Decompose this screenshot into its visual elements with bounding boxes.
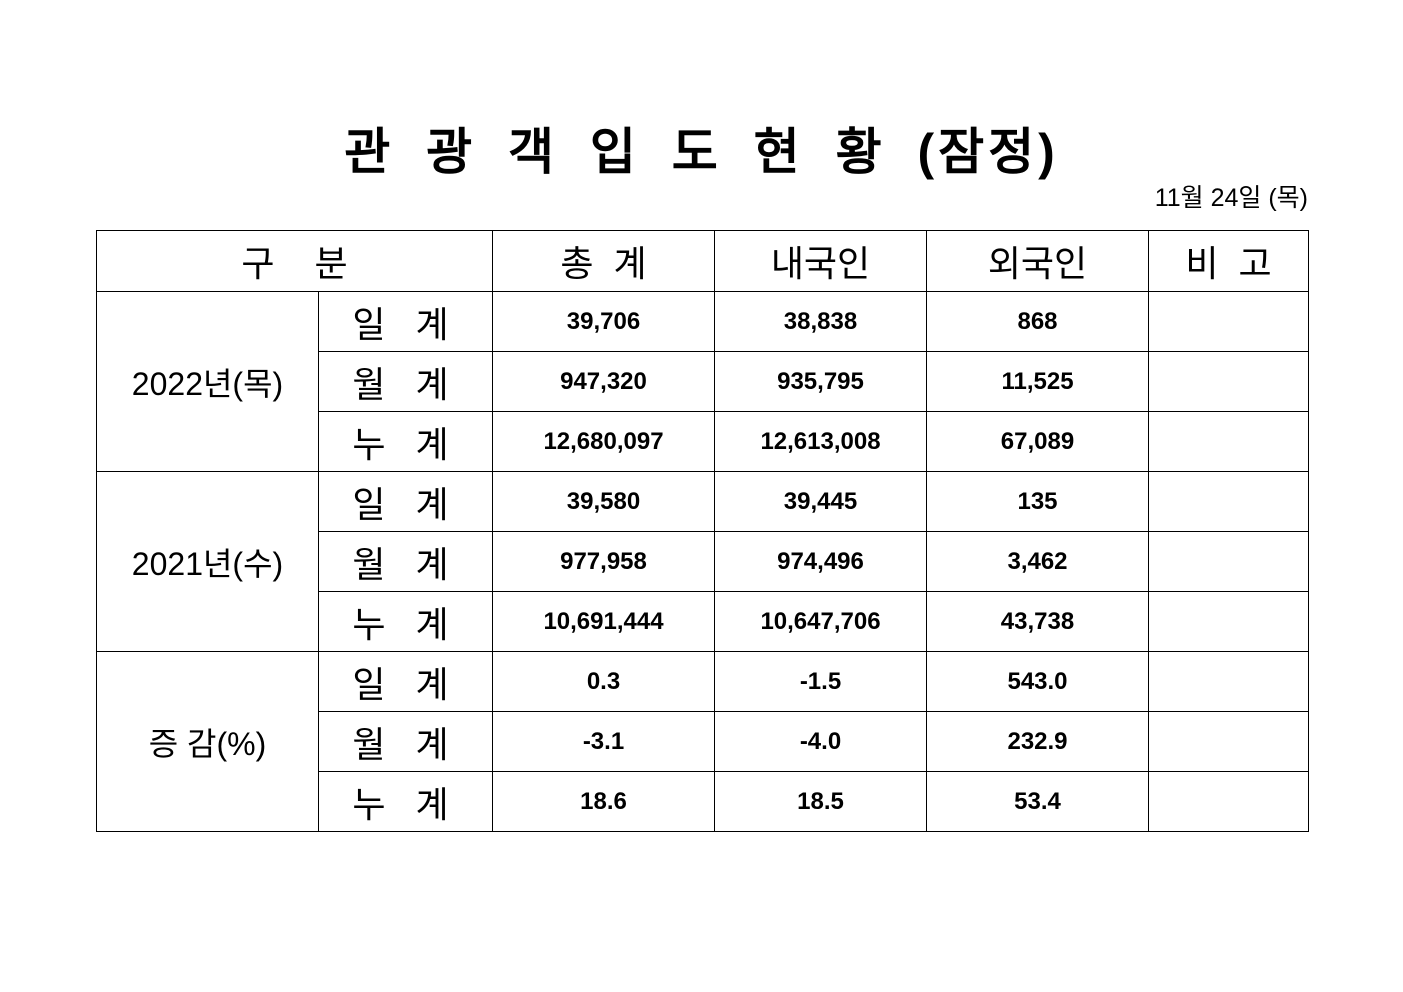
total-cell: 18.6 xyxy=(492,771,715,832)
period-label: 월 계 xyxy=(318,531,493,592)
foreign-cell: 11,525 xyxy=(926,351,1149,412)
header-category: 구 분 xyxy=(96,230,493,292)
period-label: 월 계 xyxy=(318,351,493,412)
table-row: 증 감(%) 일 계 0.3 -1.5 543.0 xyxy=(96,651,1309,832)
note-cell xyxy=(1148,531,1309,592)
note-cell xyxy=(1148,771,1309,832)
note-cell xyxy=(1148,351,1309,412)
foreign-cell: 53.4 xyxy=(926,771,1149,832)
group-label: 증 감(%) xyxy=(96,651,319,832)
report-date: 11월 24일 (목) xyxy=(1154,184,1308,212)
group-label: 2022년(목) xyxy=(96,291,319,472)
note-cell xyxy=(1148,591,1309,652)
domestic-cell: 935,795 xyxy=(714,351,927,412)
domestic-cell: 974,496 xyxy=(714,531,927,592)
table-row: 누 계 10,691,444 10,647,706 43,738 xyxy=(97,591,1309,652)
page-title: 관 광 객 입 도 현 황 (잠정) xyxy=(344,124,1059,180)
note-cell xyxy=(1148,651,1309,712)
period-label: 누 계 xyxy=(318,411,493,472)
period-label: 일 계 xyxy=(318,651,493,712)
header-row: 구 분 총 계 내국인 외국인 비 고 xyxy=(96,230,1309,292)
total-cell: 39,706 xyxy=(492,291,715,352)
period-label: 일 계 xyxy=(318,471,493,532)
total-cell: -3.1 xyxy=(492,711,715,772)
domestic-cell: 12,613,008 xyxy=(714,411,927,472)
table-row: 누 계 18.6 18.5 53.4 xyxy=(97,771,1309,832)
header-note: 비 고 xyxy=(1148,230,1309,292)
header-foreign: 외국인 xyxy=(926,230,1149,292)
total-cell: 0.3 xyxy=(492,651,715,712)
domestic-cell: -1.5 xyxy=(714,651,927,712)
header-domestic: 내국인 xyxy=(714,230,927,292)
note-cell xyxy=(1148,411,1309,472)
total-cell: 12,680,097 xyxy=(492,411,715,472)
period-label: 월 계 xyxy=(318,711,493,772)
domestic-cell: 10,647,706 xyxy=(714,591,927,652)
foreign-cell: 3,462 xyxy=(926,531,1149,592)
domestic-cell: -4.0 xyxy=(714,711,927,772)
total-cell: 947,320 xyxy=(492,351,715,412)
table-row: 2022년(목) 일 계 39,706 38,838 868 xyxy=(96,291,1309,472)
note-cell xyxy=(1148,711,1309,772)
foreign-cell: 67,089 xyxy=(926,411,1149,472)
domestic-cell: 18.5 xyxy=(714,771,927,832)
table-row: 월 계 -3.1 -4.0 232.9 xyxy=(97,711,1309,772)
table-row: 누 계 12,680,097 12,613,008 67,089 xyxy=(97,411,1309,472)
total-cell: 10,691,444 xyxy=(492,591,715,652)
foreign-cell: 543.0 xyxy=(926,651,1149,712)
total-cell: 39,580 xyxy=(492,471,715,532)
period-label: 일 계 xyxy=(318,291,493,352)
foreign-cell: 43,738 xyxy=(926,591,1149,652)
domestic-cell: 38,838 xyxy=(714,291,927,352)
foreign-cell: 232.9 xyxy=(926,711,1149,772)
group-label: 2021년(수) xyxy=(96,471,319,652)
note-cell xyxy=(1148,291,1309,352)
foreign-cell: 868 xyxy=(926,291,1149,352)
foreign-cell: 135 xyxy=(926,471,1149,532)
period-label: 누 계 xyxy=(318,771,493,832)
period-label: 누 계 xyxy=(318,591,493,652)
table-row: 월 계 977,958 974,496 3,462 xyxy=(97,531,1309,592)
total-cell: 977,958 xyxy=(492,531,715,592)
note-cell xyxy=(1148,471,1309,532)
header-total: 총 계 xyxy=(492,230,715,292)
tourist-table: 구 분 총 계 내국인 외국인 비 고 2022년(목) 일 계 39,706 38,… xyxy=(96,230,1309,832)
domestic-cell: 39,445 xyxy=(714,471,927,532)
table-row: 2021년(수) 일 계 39,580 39,445 135 xyxy=(96,471,1309,652)
